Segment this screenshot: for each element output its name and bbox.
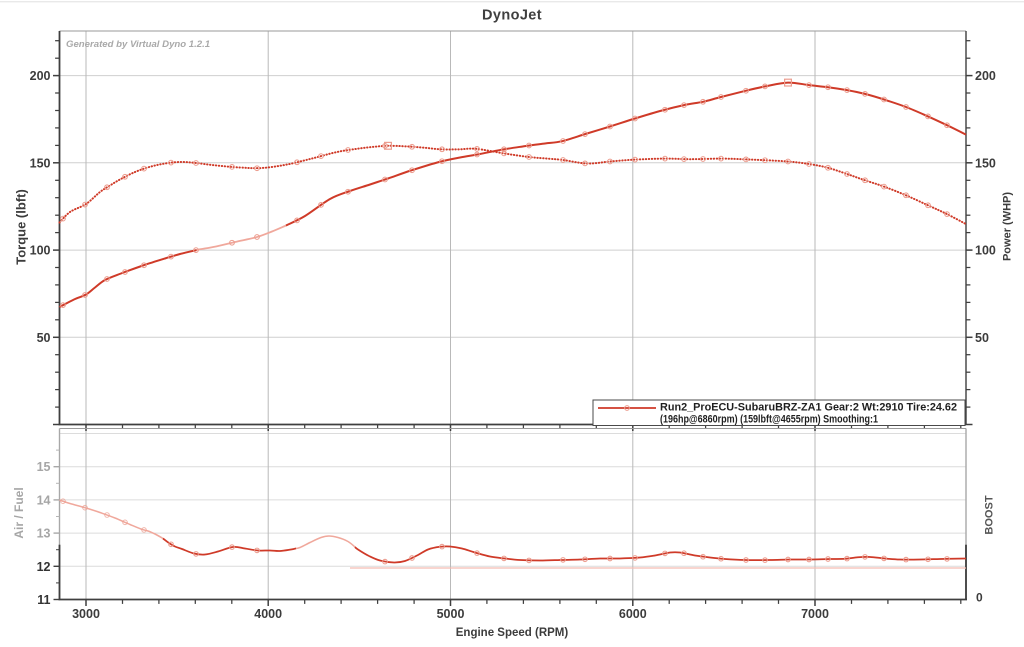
svg-text:50: 50	[975, 331, 989, 345]
svg-text:3000: 3000	[72, 607, 100, 621]
svg-text:Air / Fuel: Air / Fuel	[12, 487, 26, 538]
svg-text:200: 200	[975, 69, 996, 83]
svg-text:14: 14	[37, 493, 51, 507]
svg-text:100: 100	[30, 244, 51, 258]
svg-text:5000: 5000	[437, 607, 465, 621]
svg-text:12: 12	[37, 560, 51, 574]
svg-text:150: 150	[30, 156, 51, 170]
svg-text:100: 100	[975, 244, 996, 258]
svg-text:Power (WHP): Power (WHP)	[1002, 192, 1014, 261]
svg-text:6000: 6000	[619, 607, 647, 621]
svg-text:200: 200	[30, 69, 51, 83]
svg-text:Generated by Virtual Dyno 1.2.: Generated by Virtual Dyno 1.2.1	[66, 39, 210, 50]
svg-text:13: 13	[37, 527, 51, 541]
svg-text:BOOST: BOOST	[984, 495, 996, 534]
svg-text:11: 11	[37, 593, 50, 607]
svg-text:7000: 7000	[801, 607, 829, 621]
svg-text:15: 15	[37, 460, 51, 474]
svg-text:Run2_ProECU-SubaruBRZ-ZA1 Gear: Run2_ProECU-SubaruBRZ-ZA1 Gear:2 Wt:2910…	[660, 402, 957, 414]
svg-text:0: 0	[976, 591, 983, 605]
svg-text:50: 50	[37, 331, 51, 345]
svg-text:Torque (lbft): Torque (lbft)	[14, 189, 29, 265]
svg-text:4000: 4000	[254, 607, 282, 621]
svg-text:DynoJet: DynoJet	[482, 8, 542, 24]
svg-text:150: 150	[975, 156, 996, 170]
svg-text:Engine Speed (RPM): Engine Speed (RPM)	[456, 627, 569, 639]
svg-text:(196hp@6860rpm) (159lbft@4655r: (196hp@6860rpm) (159lbft@4655rpm) Smooth…	[660, 414, 878, 426]
